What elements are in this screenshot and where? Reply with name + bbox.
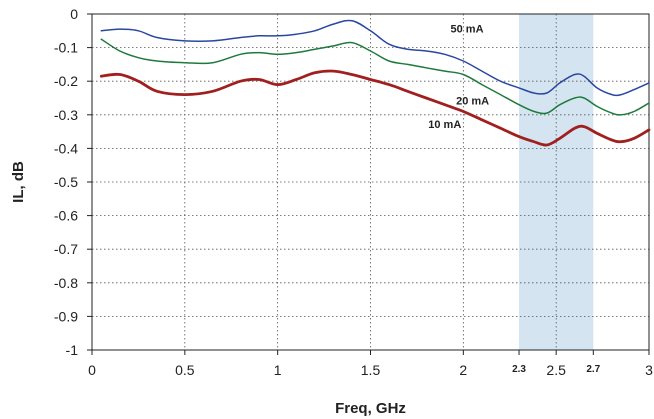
y-tick-label: -0.7 [54,241,78,257]
x-tick-label: 2 [459,362,467,378]
series-label-10-ma: 10 mA [428,119,461,131]
labels-layer: 0 -0.1 -0.2 -0.3 -0.4 -0.5 -0.6 -0.7 -0.8 -0.9 -1 0… [54,6,653,378]
y-tick-label: -0.3 [54,107,78,123]
x-tick-label: 3 [645,362,653,378]
series-line-20-ma [100,38,650,116]
x-axis-title: Freq, GHz [335,400,406,417]
y-tick-label: -0.6 [54,208,78,224]
y-tick-label: -0.9 [54,308,78,324]
y-tick-label: 0 [70,6,78,22]
x-tick-label: 0.5 [175,362,195,378]
y-axis-title: IL, dB [10,161,27,203]
y-tick-label: -0.4 [54,140,78,156]
x-minor-tick-label: 2.7 [586,364,600,375]
series-line-50-ma [100,19,650,97]
series-layer [99,19,651,147]
x-tick-label: 0 [88,362,96,378]
y-tick-label: -0.5 [54,174,78,190]
ticks-layer [87,13,650,355]
x-minor-tick-label: 2.3 [512,364,526,375]
series-label-20-ma: 20 mA [456,96,489,108]
x-tick-label: 1 [274,362,282,378]
y-tick-label: -0.8 [54,275,78,291]
y-tick-label: -0.2 [54,73,78,89]
y-tick-label: -0.1 [54,40,78,56]
grid-layer [92,14,649,350]
series-label-50-ma: 50 mA [451,23,484,35]
series-line-10-ma [99,69,651,147]
y-tick-label: -1 [66,342,79,358]
x-tick-label: 1.5 [361,362,381,378]
x-tick-label: 2.5 [546,362,566,378]
